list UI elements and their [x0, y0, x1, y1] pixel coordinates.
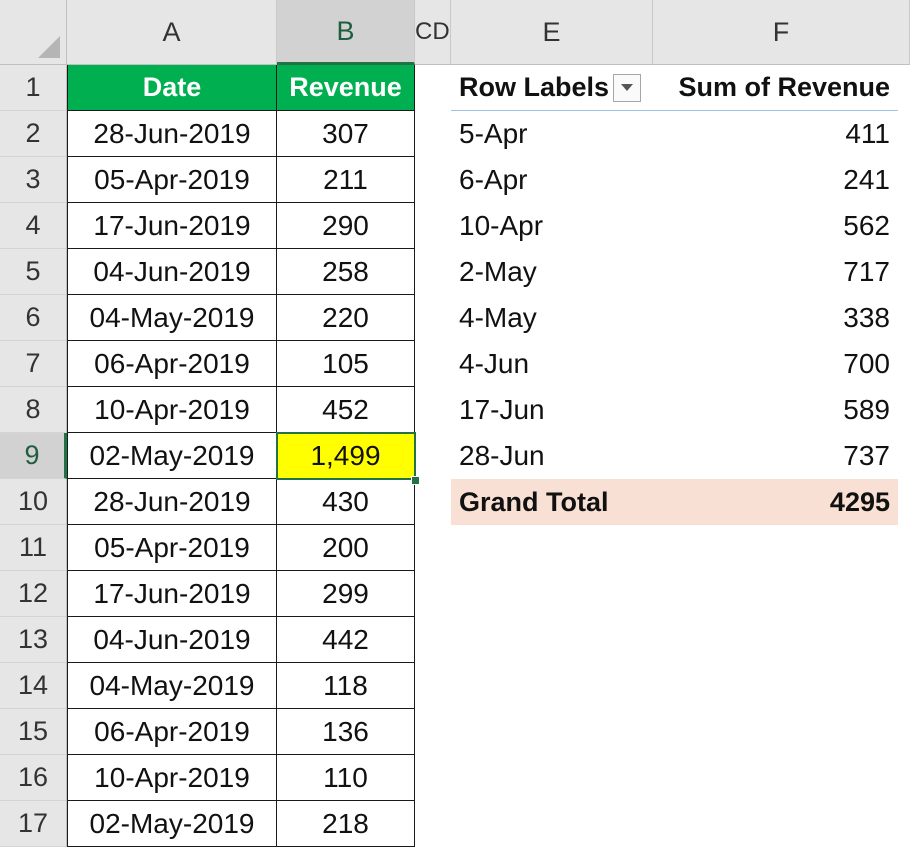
row-header[interactable]: 10	[0, 479, 67, 525]
row-header[interactable]: 15	[0, 709, 67, 755]
table-cell-revenue[interactable]: 430	[277, 479, 415, 525]
pivot-row-value[interactable]: 700	[843, 348, 890, 379]
table-cell-date[interactable]: 05-Apr-2019	[67, 525, 277, 571]
table-cell-revenue[interactable]: 218	[277, 801, 415, 847]
table-cell-revenue[interactable]: 220	[277, 295, 415, 341]
table-cell-revenue[interactable]: 442	[277, 617, 415, 663]
pivot-row-label[interactable]: 10-Apr	[459, 210, 544, 241]
table-header-revenue[interactable]: Revenue	[277, 65, 415, 111]
column-header-a[interactable]: A	[67, 0, 277, 65]
pivot-grand-total-value[interactable]: 4295	[653, 479, 898, 525]
pivot-row-label[interactable]: 17-Jun	[459, 394, 545, 425]
row-header[interactable]: 14	[0, 663, 67, 709]
column-header-f[interactable]: F	[653, 0, 910, 65]
row-header[interactable]: 16	[0, 755, 67, 801]
table-cell-date[interactable]: 17-Jun-2019	[67, 203, 277, 249]
pivot-row-label[interactable]: 28-Jun	[459, 440, 545, 471]
row-header[interactable]: 12	[0, 571, 67, 617]
table-cell-date[interactable]: 04-Jun-2019	[67, 249, 277, 295]
column-header-e[interactable]: E	[451, 0, 653, 65]
table-cell-date[interactable]: 28-Jun-2019	[67, 111, 277, 157]
dropdown-arrow-icon[interactable]	[613, 73, 642, 102]
row-header[interactable]: 3	[0, 157, 67, 203]
table-cell-date[interactable]: 04-Jun-2019	[67, 617, 277, 663]
table-cell-date[interactable]: 05-Apr-2019	[67, 157, 277, 203]
row-header[interactable]: 1	[0, 65, 67, 111]
row-header[interactable]: 11	[0, 525, 67, 571]
pivot-row-labels-text: Row Labels	[459, 72, 610, 102]
table-header-date[interactable]: Date	[67, 65, 277, 111]
table-cell-revenue[interactable]: 110	[277, 755, 415, 801]
pivot-grand-total-label[interactable]: Grand Total	[451, 479, 653, 525]
pivot-row-labels-header[interactable]: Row Labels	[451, 65, 653, 111]
pivot-row-value[interactable]: 562	[843, 210, 890, 241]
table-cell-date[interactable]: 06-Apr-2019	[67, 709, 277, 755]
table-cell-revenue[interactable]: 136	[277, 709, 415, 755]
table-cell-date[interactable]: 28-Jun-2019	[67, 479, 277, 525]
pivot-row-value[interactable]: 717	[843, 256, 890, 287]
row-header[interactable]: 8	[0, 387, 67, 433]
pivot-row-label[interactable]: 6-Apr	[459, 164, 528, 195]
pivot-row-label[interactable]: 2-May	[459, 256, 537, 287]
table-cell-revenue[interactable]: 452	[277, 387, 415, 433]
table-cell-revenue[interactable]: 290	[277, 203, 415, 249]
table-cell-date[interactable]: 02-May-2019	[67, 433, 277, 479]
column-header-cd[interactable]: CD	[415, 0, 451, 65]
row-header[interactable]: 13	[0, 617, 67, 663]
table-cell-date[interactable]: 10-Apr-2019	[67, 755, 277, 801]
pivot-row-label[interactable]: 4-May	[459, 302, 537, 333]
row-header[interactable]: 5	[0, 249, 67, 295]
table-cell-revenue[interactable]: 200	[277, 525, 415, 571]
fill-handle[interactable]	[411, 476, 420, 485]
table-cell-date[interactable]: 10-Apr-2019	[67, 387, 277, 433]
column-header-b[interactable]: B	[277, 0, 415, 65]
table-cell-revenue[interactable]: 118	[277, 663, 415, 709]
row-header[interactable]: 6	[0, 295, 67, 341]
table-cell-date[interactable]: 17-Jun-2019	[67, 571, 277, 617]
table-cell-date[interactable]: 02-May-2019	[67, 801, 277, 847]
pivot-row-value[interactable]: 737	[843, 440, 890, 471]
table-cell-date[interactable]: 04-May-2019	[67, 295, 277, 341]
pivot-row-value[interactable]: 589	[843, 394, 890, 425]
table-cell-revenue[interactable]: 211	[277, 157, 415, 203]
table-cell-revenue[interactable]: 299	[277, 571, 415, 617]
table-cell-revenue[interactable]: 258	[277, 249, 415, 295]
table-cell-revenue[interactable]: 105	[277, 341, 415, 387]
pivot-row-value[interactable]: 338	[843, 302, 890, 333]
row-header[interactable]: 9	[0, 433, 67, 479]
row-header[interactable]: 2	[0, 111, 67, 157]
table-cell-date[interactable]: 04-May-2019	[67, 663, 277, 709]
table-cell-revenue[interactable]: 307	[277, 111, 415, 157]
select-all-triangle-icon	[38, 36, 60, 58]
table-cell-revenue[interactable]: 1,499	[277, 433, 415, 479]
row-header[interactable]: 4	[0, 203, 67, 249]
table-cell-date[interactable]: 06-Apr-2019	[67, 341, 277, 387]
pivot-row-label[interactable]: 5-Apr	[459, 118, 528, 149]
pivot-row-value[interactable]: 241	[843, 164, 890, 195]
pivot-row-label[interactable]: 4-Jun	[459, 348, 530, 379]
select-all-corner[interactable]	[0, 0, 67, 65]
pivot-row-value[interactable]: 411	[845, 118, 890, 149]
row-header[interactable]: 7	[0, 341, 67, 387]
row-header[interactable]: 17	[0, 801, 67, 847]
pivot-value-header[interactable]: Sum of Revenue	[653, 65, 898, 111]
